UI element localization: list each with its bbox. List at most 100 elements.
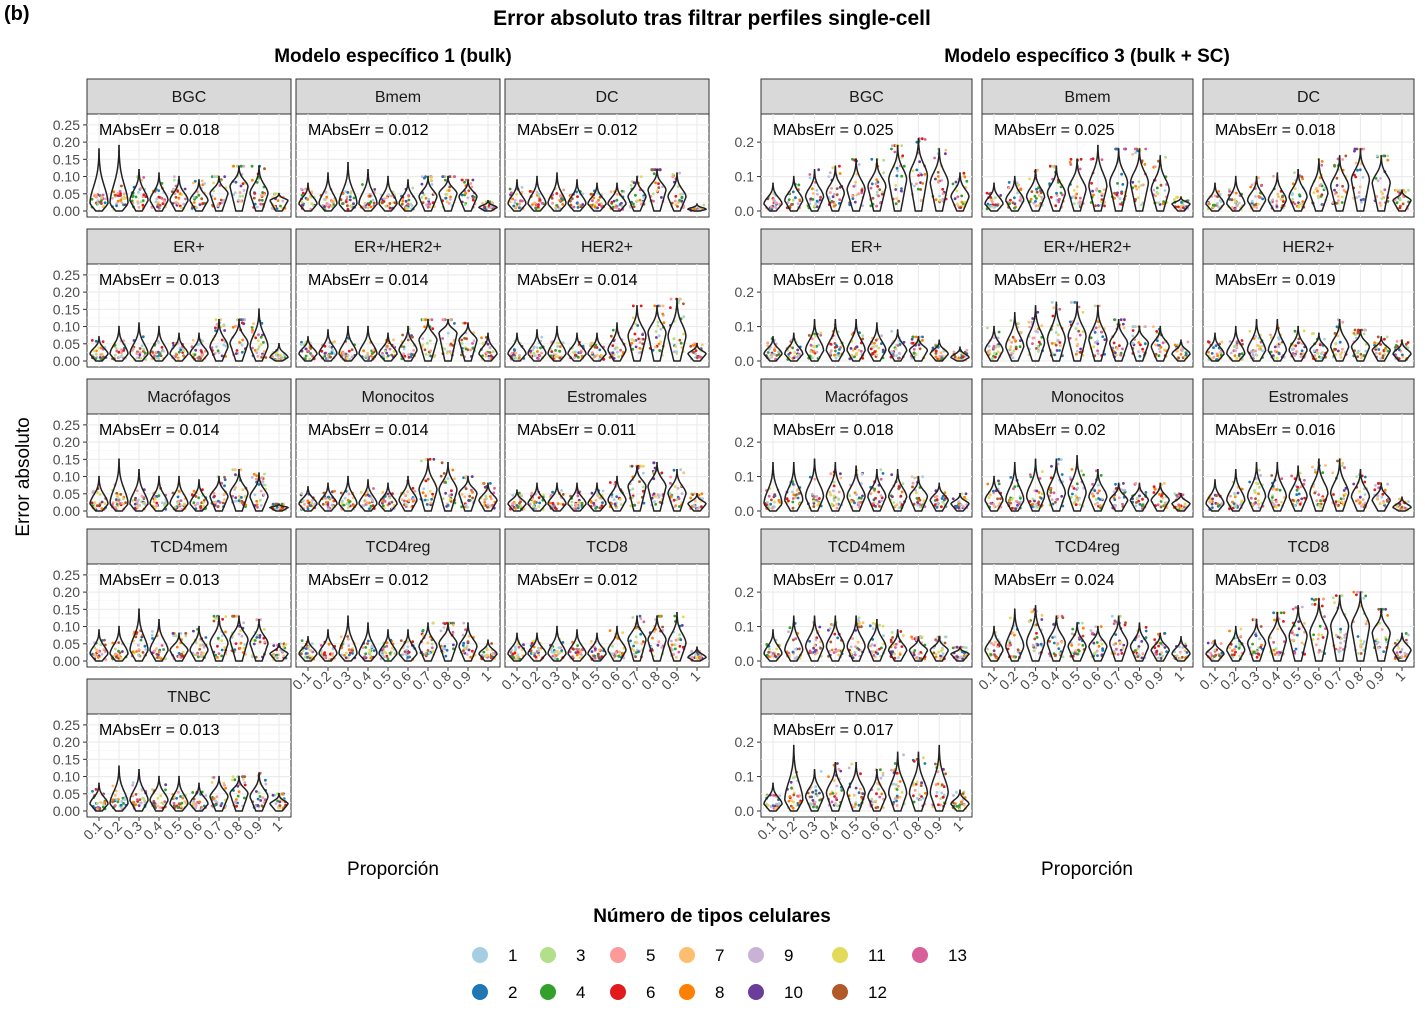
data-point bbox=[1234, 201, 1237, 204]
violin bbox=[249, 618, 269, 662]
data-point bbox=[518, 202, 521, 206]
data-point bbox=[680, 199, 684, 203]
violin bbox=[298, 486, 318, 512]
data-point bbox=[807, 334, 811, 337]
data-point bbox=[934, 177, 937, 181]
data-point bbox=[600, 205, 603, 208]
data-point bbox=[660, 196, 663, 199]
data-point bbox=[1074, 196, 1078, 200]
data-point bbox=[177, 790, 180, 794]
data-point bbox=[1115, 193, 1119, 197]
data-point bbox=[253, 639, 257, 642]
data-point bbox=[1161, 202, 1165, 206]
violin bbox=[587, 482, 607, 512]
data-point bbox=[388, 202, 392, 205]
data-point bbox=[1379, 190, 1383, 194]
data-point bbox=[221, 501, 225, 505]
data-point bbox=[139, 200, 143, 204]
data-point bbox=[791, 346, 794, 350]
data-point bbox=[410, 353, 413, 356]
data-point bbox=[220, 648, 224, 652]
data-point bbox=[1398, 188, 1402, 192]
data-point bbox=[255, 474, 259, 477]
data-point bbox=[136, 505, 140, 508]
data-point bbox=[220, 481, 224, 485]
data-point bbox=[1254, 203, 1257, 207]
data-point bbox=[773, 205, 777, 209]
data-point bbox=[554, 206, 557, 210]
data-point bbox=[588, 344, 592, 347]
data-point bbox=[576, 355, 580, 359]
data-point bbox=[1154, 194, 1157, 198]
data-point bbox=[653, 168, 657, 172]
data-point bbox=[430, 646, 434, 650]
data-point bbox=[367, 639, 370, 643]
data-point bbox=[111, 641, 115, 645]
data-point bbox=[194, 495, 198, 498]
data-point bbox=[369, 205, 373, 209]
violin bbox=[109, 458, 129, 512]
data-point bbox=[642, 471, 645, 475]
y-tick-label: 0.1 bbox=[735, 169, 755, 185]
data-point bbox=[385, 644, 389, 648]
data-point bbox=[557, 646, 561, 649]
data-point bbox=[323, 198, 326, 201]
data-point bbox=[171, 632, 175, 635]
data-point bbox=[264, 356, 268, 359]
data-point bbox=[871, 196, 875, 200]
data-point bbox=[390, 353, 394, 357]
data-point bbox=[512, 348, 516, 351]
data-point bbox=[243, 796, 246, 800]
data-point bbox=[263, 167, 266, 171]
data-point bbox=[632, 644, 635, 648]
data-point bbox=[426, 477, 430, 481]
data-point bbox=[214, 653, 218, 657]
y-tick-label: 0.05 bbox=[53, 336, 80, 352]
data-point bbox=[534, 655, 538, 659]
data-point bbox=[775, 201, 778, 205]
data-point bbox=[224, 344, 228, 348]
data-point bbox=[827, 175, 831, 179]
data-point bbox=[197, 655, 200, 659]
data-point bbox=[471, 496, 474, 500]
violin bbox=[667, 172, 687, 212]
data-point bbox=[363, 655, 367, 659]
data-point bbox=[1230, 198, 1234, 202]
data-point bbox=[382, 197, 386, 201]
data-point bbox=[913, 184, 916, 188]
data-point bbox=[445, 193, 449, 196]
data-point bbox=[674, 203, 678, 207]
data-point bbox=[617, 208, 621, 211]
data-point bbox=[131, 781, 135, 784]
data-point bbox=[379, 651, 383, 654]
data-point bbox=[675, 350, 679, 353]
data-point bbox=[657, 334, 661, 338]
data-point bbox=[262, 350, 266, 353]
data-point bbox=[200, 654, 204, 658]
data-point bbox=[191, 802, 195, 806]
data-point bbox=[164, 502, 168, 506]
data-point bbox=[122, 802, 125, 805]
data-point bbox=[1176, 205, 1180, 209]
data-point bbox=[1379, 176, 1382, 180]
data-point bbox=[531, 348, 535, 352]
data-point bbox=[829, 351, 832, 355]
data-point bbox=[142, 501, 145, 505]
figure-title: Error absoluto tras filtrar perfiles sin… bbox=[493, 7, 931, 30]
data-point bbox=[815, 199, 819, 203]
y-tick-label: 0.0 bbox=[735, 203, 755, 219]
data-point bbox=[234, 801, 237, 804]
data-point bbox=[256, 354, 260, 358]
violin bbox=[358, 622, 378, 662]
data-point bbox=[702, 203, 706, 207]
data-point bbox=[615, 192, 619, 196]
data-point bbox=[770, 353, 774, 356]
data-point bbox=[612, 199, 616, 203]
data-point bbox=[672, 498, 676, 502]
data-point bbox=[1102, 188, 1106, 192]
data-point bbox=[1255, 206, 1259, 209]
data-point bbox=[1404, 190, 1407, 194]
data-point bbox=[233, 778, 237, 782]
data-point bbox=[179, 348, 183, 352]
